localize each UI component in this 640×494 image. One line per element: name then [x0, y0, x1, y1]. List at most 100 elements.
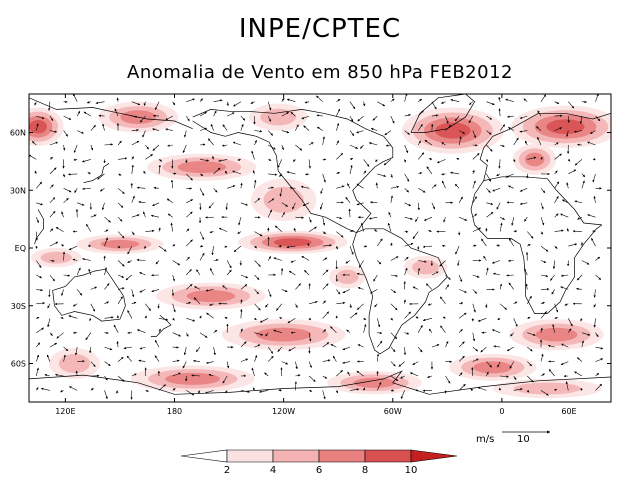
wind-vector-210 [34, 170, 37, 175]
wind-vector-197 [428, 158, 432, 161]
wind-vector-846 [116, 390, 119, 394]
wind-vector-37 [540, 94, 547, 102]
wind-vector-284 [472, 180, 476, 189]
wind-vector-668 [554, 316, 558, 320]
wind-vector-245 [505, 173, 514, 178]
wind-vector-457 [540, 245, 549, 252]
wind-vector-95 [183, 130, 187, 138]
wind-vector-205 [540, 156, 543, 160]
wind-vector-372 [524, 217, 528, 222]
chart-title: INPE/CPTEC [238, 14, 402, 44]
wind-vector-403 [374, 229, 378, 232]
wind-vector-504 [36, 274, 42, 279]
wind-vector-520 [254, 274, 260, 280]
wind-vector-805 [131, 373, 137, 377]
wind-vector-557 [186, 284, 193, 290]
wind-vectors [29, 94, 604, 400]
wind-vector-302 [138, 200, 146, 204]
wind-vector-294 [36, 202, 43, 206]
wind-vector-872 [470, 388, 474, 392]
wind-vector-647 [259, 318, 269, 323]
wind-vector-688 [254, 332, 264, 336]
wind-vector-663 [477, 318, 487, 322]
wind-vector-836 [548, 369, 555, 377]
wind-vector-45 [76, 110, 81, 117]
y-tick-label: 30N [10, 186, 26, 195]
wind-vector-834 [527, 375, 534, 383]
wind-vector-75 [486, 115, 493, 120]
wind-vector-770 [226, 361, 230, 369]
wind-vector-48 [114, 108, 119, 117]
wind-vector-10 [172, 101, 176, 106]
wind-vector-219 [158, 164, 161, 174]
wind-vector-658 [415, 316, 419, 319]
wind-vector-577 [458, 289, 467, 293]
coastline-1 [192, 120, 357, 233]
y-axis: 60N 30N EQ 30S 60S [10, 129, 611, 369]
wind-vector-479 [267, 256, 272, 261]
wind-vector-455 [508, 238, 514, 247]
wind-vector-306 [199, 202, 202, 210]
wind-vector-530 [390, 274, 398, 278]
wind-vector-139 [207, 138, 214, 146]
wind-vector-748 [493, 345, 501, 348]
wind-vector-320 [390, 195, 393, 203]
wind-vector-125 [589, 130, 596, 134]
y-tick-label: EQ [15, 244, 26, 253]
wind-vector-11 [186, 98, 195, 102]
wind-vector-634 [89, 318, 92, 322]
wind-vector-615 [403, 299, 407, 304]
wind-vector-367 [458, 216, 468, 221]
wind-vector-790 [497, 361, 501, 368]
colorbar-label-4: 10 [405, 465, 418, 476]
wind-vector-50 [139, 115, 146, 123]
wind-vector-322 [417, 202, 420, 211]
wind-vector-312 [281, 202, 289, 207]
anomaly-region-17-level-2 [58, 354, 91, 373]
wind-vector-181 [212, 155, 215, 160]
wind-vector-42 [36, 115, 45, 120]
wind-vector-625 [540, 302, 545, 305]
wind-vector-653 [349, 312, 358, 319]
anomaly-region-5-level-4 [435, 122, 471, 139]
wind-vector-696 [363, 324, 367, 333]
wind-vector-692 [308, 332, 312, 342]
wind-vector-67 [372, 115, 378, 121]
wind-vector-317 [345, 197, 351, 203]
wind-vector-670 [580, 318, 583, 322]
wind-vector-117 [486, 130, 492, 135]
wind-vector-678 [113, 324, 119, 333]
wind-vector-449 [422, 245, 432, 248]
wind-vector-508 [88, 268, 92, 276]
wind-vector-554 [139, 289, 146, 293]
wind-vector-568 [336, 289, 341, 295]
wind-vector-613 [374, 303, 378, 308]
wind-vector-483 [322, 257, 328, 261]
wind-vector-591 [72, 303, 78, 307]
wind-vector-369 [486, 211, 494, 218]
wind-vector-129 [73, 144, 78, 153]
wind-vector-171 [73, 158, 78, 161]
wind-vector-796 [577, 357, 583, 362]
wind-vector-493 [457, 260, 460, 266]
wind-vector-134 [145, 144, 149, 150]
wind-vector-766 [172, 359, 180, 363]
wind-vector-673 [49, 332, 53, 336]
wind-vector-538 [493, 272, 501, 276]
wind-vector-637 [127, 310, 133, 319]
wind-vector-138 [199, 143, 206, 146]
coastline-12 [29, 370, 611, 395]
wind-vector-871 [458, 383, 466, 391]
wind-vector-86 [63, 130, 69, 137]
wind-vector-262 [170, 179, 174, 189]
wind-vector-420 [35, 246, 38, 249]
wind-vector-418 [572, 230, 582, 233]
wind-vector-176 [145, 154, 153, 160]
wind-vector-782 [390, 361, 396, 367]
wind-vector-492 [439, 260, 446, 267]
wind-vector-235 [377, 173, 387, 177]
wind-vector-654 [363, 317, 367, 321]
wind-vector-216 [117, 173, 122, 176]
wind-vector-607 [295, 303, 298, 308]
wind-vector-118 [499, 124, 506, 131]
